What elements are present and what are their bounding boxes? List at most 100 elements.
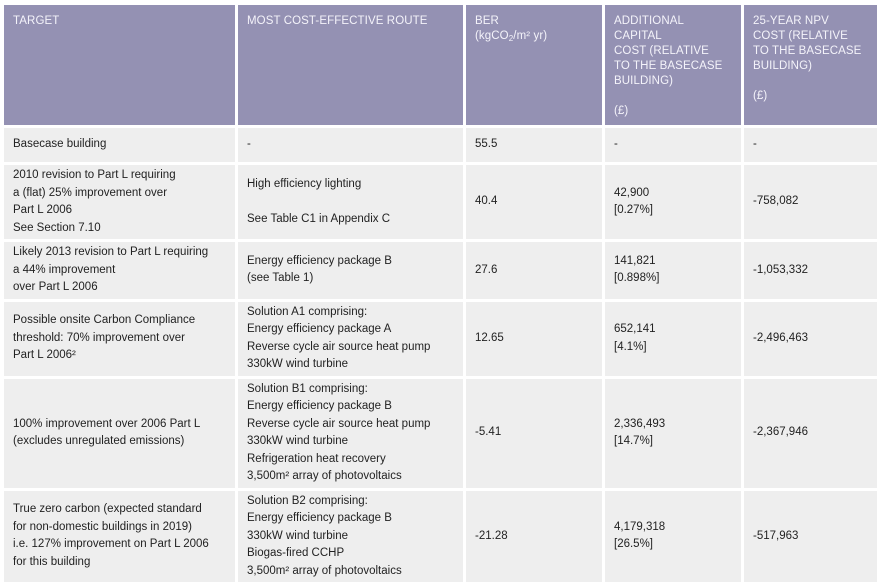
- cell-target-line: over Part L 2006: [13, 281, 98, 293]
- cell-route-line: High efficiency lighting: [247, 177, 362, 190]
- cell-capital: 652,141 [4.1%]: [605, 301, 741, 376]
- table-row: Basecase building - 55.5 - -: [4, 128, 877, 162]
- cell-ber-value: 27.6: [475, 263, 498, 276]
- cell-route-line: Reverse cycle air source heat pump: [247, 417, 431, 430]
- cell-route-line: 330kW wind turbine: [247, 358, 348, 370]
- cell-capital-line: [0.898%]: [614, 272, 660, 285]
- cell-route-line: Energy efficiency package A: [247, 323, 392, 335]
- cell-target-line: Basecase building: [13, 138, 107, 151]
- cell-capital-line: 2,336,493: [614, 417, 666, 430]
- cell-npv-value: -517,963: [753, 529, 799, 542]
- cell-capital: 141,821 [0.898%]: [605, 242, 741, 299]
- cell-route: Solution B1 comprising: Energy efficiency…: [238, 378, 463, 488]
- cell-route-line: See Table C1 in Appendix C: [247, 212, 390, 225]
- cell-ber-value: -21.28: [475, 529, 508, 542]
- cell-capital-line: -: [614, 138, 618, 151]
- cell-npv: -2,367,946: [744, 378, 877, 488]
- cell-target-line: Part L 2006²: [13, 349, 76, 362]
- cell-npv-value: -: [753, 138, 757, 151]
- cell-ber: -5.41: [466, 378, 602, 488]
- cell-route-line: Solution B2 comprising:: [247, 494, 368, 507]
- cell-target-line: a 44% improvement: [13, 263, 116, 276]
- cell-capital-line: 4,179,318: [614, 520, 666, 533]
- cell-target-line: a (flat) 25% improvement over: [13, 186, 168, 199]
- cell-npv: -517,963: [744, 490, 877, 582]
- cell-ber-value: -5.41: [475, 426, 502, 439]
- header-ber: BER (kgCO2/m² yr): [466, 5, 602, 125]
- cell-route: High efficiency lighting See Table C1 in …: [238, 165, 463, 239]
- cell-route-line: Solution B1 comprising:: [247, 382, 368, 395]
- cell-route-line: Energy efficiency package B: [247, 400, 392, 412]
- cell-target: Basecase building: [4, 128, 235, 162]
- cell-npv-value: -758,082: [753, 195, 799, 208]
- cell-npv: -1,053,332: [744, 242, 877, 299]
- cell-route-line: [247, 193, 455, 211]
- cell-route: Energy efficiency package B (see Table 1): [238, 242, 463, 299]
- cell-route: Solution B2 comprising: Energy efficiency…: [238, 490, 463, 582]
- cell-target-line: True zero carbon (expected standard: [13, 503, 202, 516]
- cell-capital-line: [14.7%]: [614, 435, 653, 447]
- cell-target: 2010 revision to Part L requiring a (flat…: [4, 165, 235, 239]
- cell-route-line: Biogas-fired CCHP: [247, 547, 345, 559]
- cell-target-line: Part L 2006: [13, 204, 73, 216]
- header-route: MOST COST-EFFECTIVE ROUTE: [238, 5, 463, 125]
- cell-route-line: 3,500m² array of photovoltaics: [247, 564, 402, 577]
- cell-target-line: Likely 2013 revision to Part L requiring: [13, 246, 209, 258]
- cell-target-line: 100% improvement over 2006 Part L: [13, 417, 201, 430]
- cell-route-line: (see Table 1): [247, 272, 314, 285]
- table-body: Basecase building - 55.5 - - 2010 revision to…: [4, 128, 877, 582]
- table-row: 2010 revision to Part L requiring a (flat…: [4, 165, 877, 239]
- cell-ber-value: 55.5: [475, 138, 498, 151]
- cell-target-line: threshold: 70% improvement over: [13, 331, 185, 344]
- cell-ber-value: 40.4: [475, 195, 498, 208]
- cell-ber: 40.4: [466, 165, 602, 239]
- cell-ber: -21.28: [466, 490, 602, 582]
- cell-npv: -: [744, 128, 877, 162]
- cell-ber: 12.65: [466, 301, 602, 376]
- header-capital-cost: ADDITIONAL CAPITAL COST (RELATIVE TO THE…: [605, 5, 741, 125]
- cell-npv: -2,496,463: [744, 301, 877, 376]
- cell-route-line: -: [247, 138, 251, 151]
- cell-route-line: 3,500m² array of photovoltaics: [247, 470, 402, 482]
- cell-capital: 4,179,318 [26.5%]: [605, 490, 741, 582]
- cell-capital-line: [26.5%]: [614, 538, 653, 551]
- cell-target-line: i.e. 127% improvement on Part L 2006: [13, 538, 209, 551]
- cell-route-line: 330kW wind turbine: [247, 435, 348, 447]
- cell-capital-line: 141,821: [614, 254, 656, 267]
- cell-capital: -: [605, 128, 741, 162]
- cell-route-line: 330kW wind turbine: [247, 529, 348, 542]
- cell-route-line: Energy efficiency package B: [247, 512, 392, 524]
- cell-target: Likely 2013 revision to Part L requiring…: [4, 242, 235, 299]
- cell-capital-line: [0.27%]: [614, 204, 653, 216]
- header-target: TARGET: [4, 5, 235, 125]
- cell-npv-value: -2,367,946: [753, 426, 808, 439]
- table-row: Likely 2013 revision to Part L requiring…: [4, 242, 877, 299]
- cell-ber: 27.6: [466, 242, 602, 299]
- cell-target-line: See Section 7.10: [13, 221, 101, 234]
- cell-target: Possible onsite Carbon Compliance thresho…: [4, 301, 235, 376]
- cell-target-line: (excludes unregulated emissions): [13, 435, 185, 447]
- cell-route-line: Solution A1 comprising:: [247, 305, 368, 318]
- cell-capital-line: [4.1%]: [614, 340, 647, 353]
- table-row: 100% improvement over 2006 Part L (exclud…: [4, 378, 877, 488]
- cell-target: 100% improvement over 2006 Part L (exclud…: [4, 378, 235, 488]
- cell-capital: 42,900 [0.27%]: [605, 165, 741, 239]
- cell-route: Solution A1 comprising: Energy efficiency…: [238, 301, 463, 376]
- cell-target-line: for non-domestic buildings in 2019): [13, 520, 192, 533]
- cell-target: True zero carbon (expected standard for n…: [4, 490, 235, 582]
- cell-route-line: Refrigeration heat recovery: [247, 452, 386, 465]
- cell-target-line: 2010 revision to Part L requiring: [13, 169, 176, 181]
- cell-npv-value: -2,496,463: [753, 331, 808, 344]
- cell-target-line: Possible onsite Carbon Compliance: [13, 314, 196, 327]
- cell-npv: -758,082: [744, 165, 877, 239]
- cell-route: -: [238, 128, 463, 162]
- cell-route-line: Energy efficiency package B: [247, 254, 392, 267]
- table-row: Possible onsite Carbon Compliance thresho…: [4, 301, 877, 376]
- header-row: TARGET MOST COST-EFFECTIVE ROUTE BER (kg…: [4, 5, 877, 125]
- cell-ber: 55.5: [466, 128, 602, 162]
- header-npv-cost: 25-YEAR NPV COST (RELATIVE TO THE BASECA…: [744, 5, 877, 125]
- cell-capital-line: 652,141: [614, 323, 656, 335]
- cell-ber-value: 12.65: [475, 331, 504, 344]
- cell-target-line: for this building: [13, 555, 91, 568]
